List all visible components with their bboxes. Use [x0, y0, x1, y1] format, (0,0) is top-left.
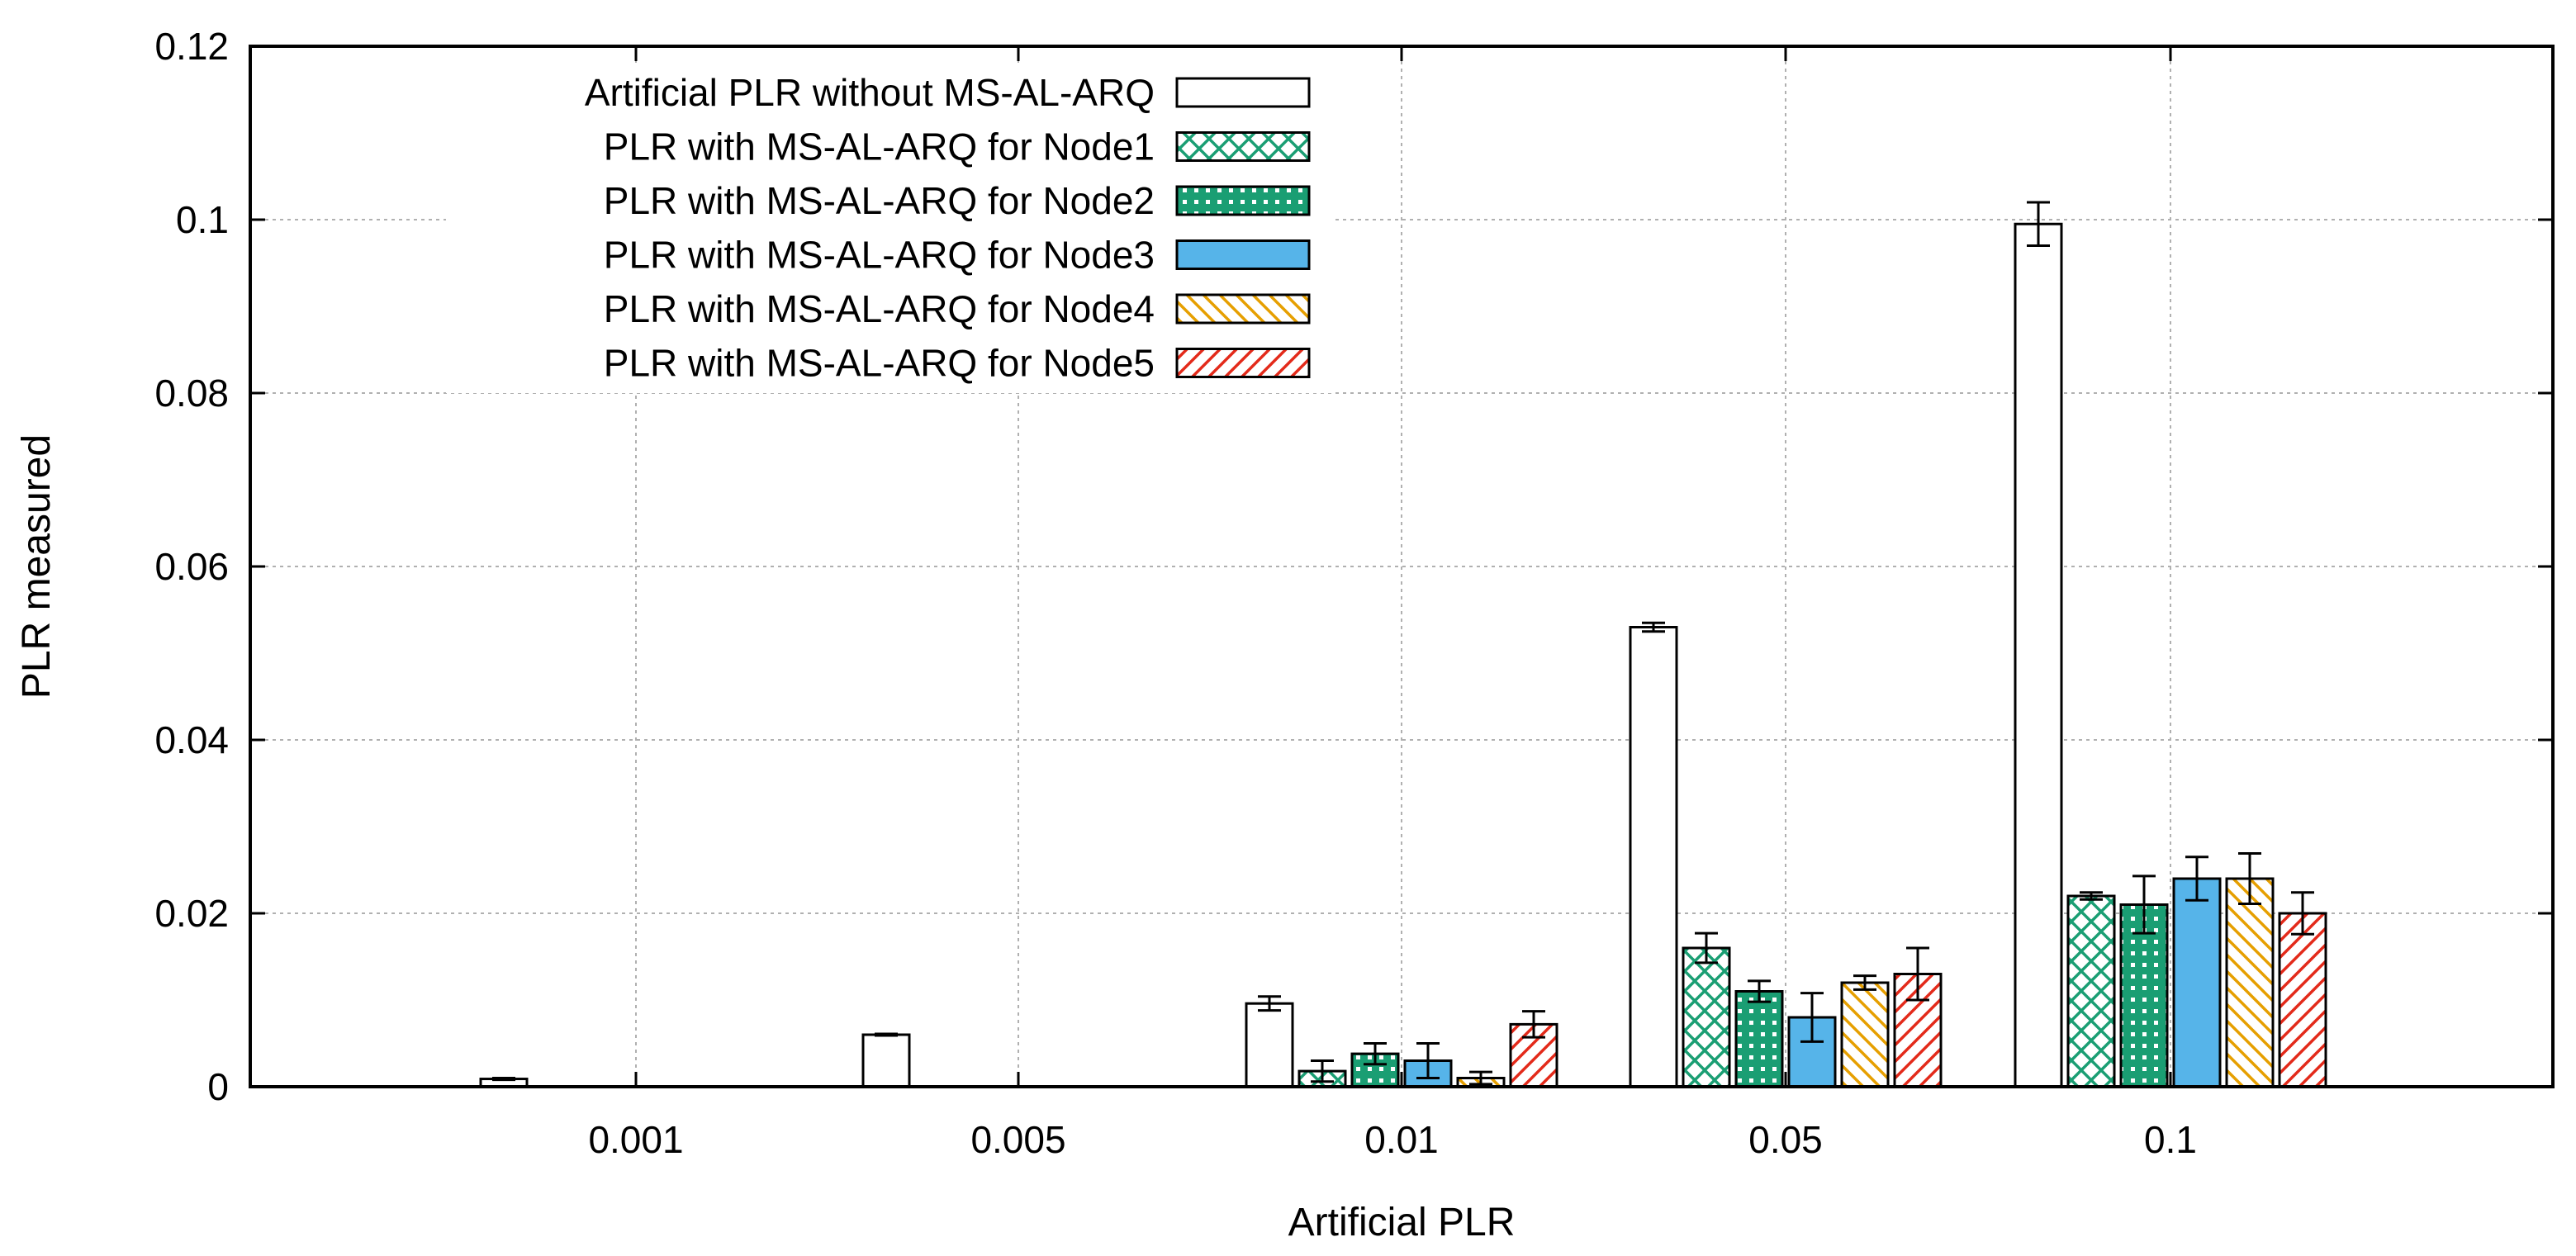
legend-swatch	[1175, 348, 1311, 378]
x-axis-ticks: 0.001 0.005 0.01 0.05 0.1	[588, 46, 2197, 1161]
x-tick-label: 0.005	[970, 1118, 1065, 1161]
legend-label: PLR with MS-AL-ARQ for Node2	[604, 179, 1155, 222]
legend-swatch	[1175, 293, 1311, 325]
legend-label: PLR with MS-AL-ARQ for Node1	[604, 126, 1155, 168]
legend-label: Artificial PLR without MS-AL-ARQ	[585, 71, 1155, 114]
legend-label: PLR with MS-AL-ARQ for Node4	[604, 287, 1155, 330]
y-tick-label: 0.02	[154, 892, 229, 935]
x-tick-label: 0.05	[1748, 1118, 1823, 1161]
x-axis-label: Artificial PLR	[1288, 1201, 1516, 1244]
bar-5-0.1	[2278, 912, 2327, 1088]
bar-1-0.05	[1682, 946, 1731, 1088]
legend-swatch	[1175, 185, 1311, 216]
bar-0-0.1	[2014, 222, 2063, 1088]
legend: Artificial PLR without MS-AL-ARQ PLR with…	[446, 63, 1334, 393]
bar-2-0.1	[2119, 903, 2169, 1088]
error-bars	[492, 201, 2314, 1086]
bar-1-0.1	[2066, 894, 2116, 1088]
legend-swatch	[1175, 239, 1311, 270]
y-tick-label: 0.04	[154, 718, 229, 761]
legend-label: PLR with MS-AL-ARQ for Node5	[604, 342, 1155, 385]
y-axis-label: PLR measured	[15, 434, 59, 699]
x-tick-label: 0.1	[2144, 1118, 2197, 1161]
bar-4-0.1	[2225, 877, 2275, 1088]
legend-label: PLR with MS-AL-ARQ for Node3	[604, 234, 1155, 277]
legend-swatch	[1175, 131, 1311, 162]
legend-background	[446, 63, 1334, 393]
bar-0-0.01	[1245, 1002, 1294, 1088]
bar-2-0.05	[1734, 990, 1784, 1088]
bar-0-0.05	[1629, 626, 1678, 1088]
bar-0-0.005	[861, 1033, 911, 1088]
y-tick-label: 0.08	[154, 372, 229, 415]
bar-3-0.1	[2172, 877, 2222, 1088]
x-tick-label: 0.01	[1364, 1118, 1439, 1161]
bar-4-0.05	[1840, 981, 1890, 1088]
y-tick-label: 0	[207, 1065, 229, 1108]
bar-marks	[479, 222, 2327, 1088]
y-axis-ticks: 0 0.02 0.04 0.06 0.08 0.1 0.12	[154, 25, 2553, 1108]
legend-swatch	[1175, 77, 1311, 108]
x-tick-label: 0.001	[588, 1118, 683, 1161]
y-tick-label: 0.12	[154, 25, 229, 68]
y-tick-label: 0.1	[176, 198, 229, 241]
y-tick-label: 0.06	[154, 545, 229, 588]
